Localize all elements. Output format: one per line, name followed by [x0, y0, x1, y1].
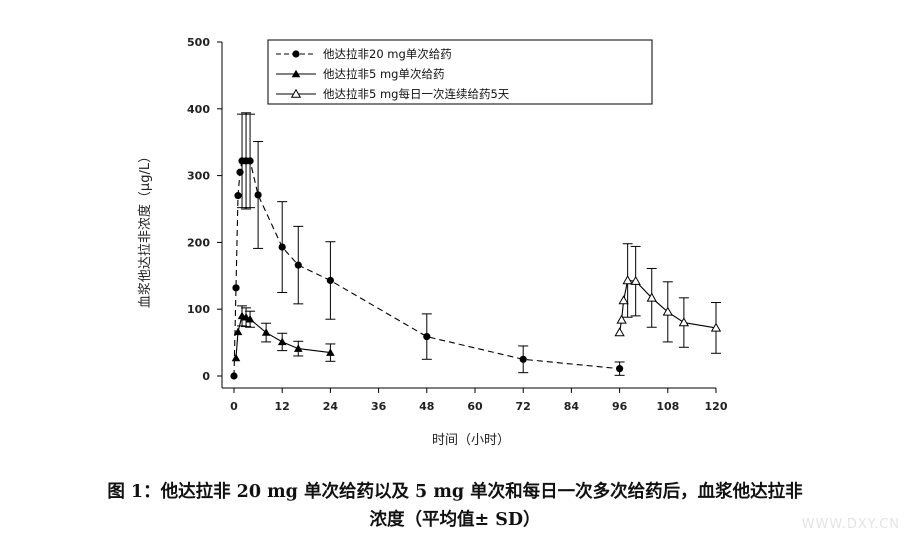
data-point [261, 328, 271, 336]
data-point [710, 322, 722, 332]
data-point [519, 355, 527, 363]
y-tick-label: 500 [187, 36, 210, 49]
y-axis-label: 血浆他达拉非浓度（μg/L） [137, 150, 153, 308]
data-point [230, 372, 238, 380]
figure-caption: 图 1：他达拉非 20 mg 单次给药以及 5 mg 单次和每日一次多次给药后，… [0, 478, 910, 534]
caption-line-2: 浓度（平均值± SD） [369, 510, 541, 530]
legend-marker [291, 69, 301, 78]
data-point [616, 365, 624, 373]
x-tick-label: 108 [656, 400, 679, 413]
data-point [254, 191, 262, 199]
legend-marker [292, 50, 300, 58]
legend-label: 他达拉非5 mg每日一次连续给药5天 [323, 87, 510, 101]
data-point [246, 157, 254, 165]
data-point [293, 344, 303, 352]
x-tick-label: 36 [371, 400, 387, 413]
data-point [236, 168, 244, 176]
data-point [234, 192, 242, 200]
legend-label: 他达拉非20 mg单次给药 [323, 47, 452, 61]
data-point [630, 275, 641, 285]
series-1 [230, 112, 625, 380]
data-point [618, 295, 629, 305]
y-tick-label: 400 [187, 103, 210, 116]
watermark-text: WWW.DXY.CN [801, 517, 900, 532]
data-point [614, 327, 625, 337]
data-point [326, 276, 334, 285]
legend-label: 他达拉非5 mg单次给药 [323, 67, 444, 81]
series-line [233, 160, 620, 377]
data-point [278, 243, 286, 251]
series-3 [614, 243, 722, 354]
x-tick-label: 120 [705, 400, 728, 413]
x-tick-label: 60 [467, 400, 483, 413]
caption-line-1: 图 1：他达拉非 20 mg 单次给药以及 5 mg 单次和每日一次多次给药后，… [107, 482, 803, 502]
data-point [326, 348, 335, 356]
data-point [277, 337, 287, 346]
data-point [423, 332, 431, 341]
pk-chart: 0 100 200 300 400 500 0 12 24 36 48 60 72 84 96 108 120 时… [137, 36, 728, 448]
data-point [294, 261, 302, 269]
x-axis-label: 时间（小时） [432, 433, 510, 448]
y-tick-label: 0 [202, 370, 210, 383]
legend-box [267, 39, 653, 105]
data-point [233, 327, 243, 336]
series-2 [231, 305, 336, 362]
legend-marker [290, 88, 302, 98]
data-point [231, 353, 241, 362]
y-tick-label: 300 [187, 170, 210, 183]
y-tick-label: 100 [187, 303, 210, 316]
x-tick-label: 72 [516, 400, 531, 413]
x-tick-label: 0 [230, 400, 238, 413]
x-tick-label: 48 [419, 400, 434, 413]
data-point [622, 275, 633, 285]
y-tick-label: 200 [187, 236, 210, 249]
data-point [232, 284, 240, 292]
data-point [662, 306, 673, 316]
data-point [245, 314, 255, 323]
x-tick-label: 84 [564, 400, 580, 413]
x-tick-label: 96 [612, 400, 628, 413]
chart-series-layer [230, 112, 722, 380]
x-tick-label: 12 [275, 400, 290, 413]
data-point [678, 317, 690, 327]
x-tick-label: 24 [323, 400, 339, 413]
data-point [646, 292, 657, 302]
chart-axes: 0 100 200 300 400 500 0 12 24 36 48 60 72 84 96 108 120 时… [137, 36, 728, 448]
data-point [616, 314, 627, 324]
